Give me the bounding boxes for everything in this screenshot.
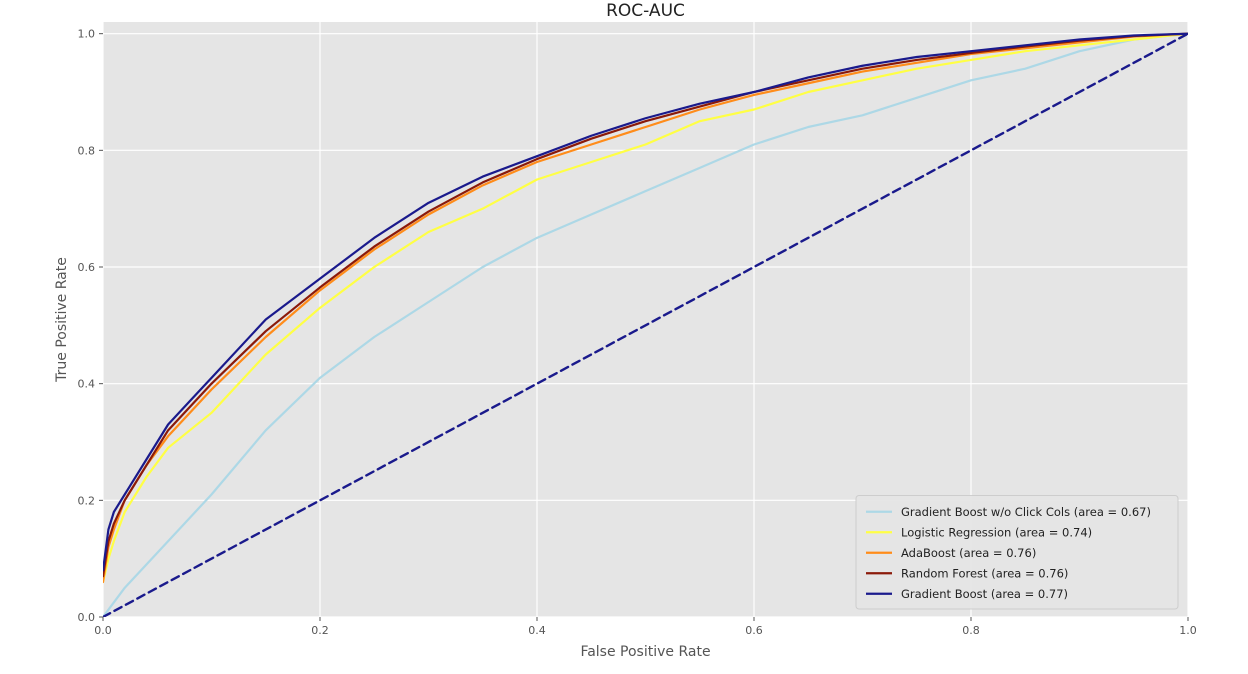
- legend-label-4: Gradient Boost (area = 0.77): [901, 587, 1068, 601]
- series-line-0: [103, 32, 1188, 617]
- legend: Gradient Boost w/o Click Cols (area = 0.…: [855, 495, 1179, 610]
- y-tick-label-2: 0.4: [78, 378, 96, 391]
- x-tick-label-5: 1.0: [1179, 624, 1197, 637]
- y-axis-label: True Positive Rate: [54, 257, 70, 383]
- legend-label-0: Gradient Boost w/o Click Cols (area = 0.…: [901, 505, 1151, 519]
- legend-box: [855, 495, 1179, 610]
- series-line-1: [103, 32, 1188, 584]
- legend-label-2: AdaBoost (area = 0.76): [901, 546, 1036, 560]
- chance-diagonal-line: [103, 32, 1188, 617]
- x-tick-label-2: 0.4: [528, 624, 546, 637]
- x-tick-label-0: 0.0: [94, 624, 112, 637]
- series-group: [103, 32, 1188, 617]
- x-tick-label-3: 0.6: [745, 624, 763, 637]
- x-tick-label-1: 0.2: [311, 624, 329, 637]
- y-tick-label-0: 0.0: [78, 611, 96, 624]
- y-tick-label-4: 0.8: [78, 144, 96, 157]
- series-line-3: [103, 32, 1188, 578]
- legend-label-1: Logistic Regression (area = 0.74): [901, 525, 1092, 539]
- x-tick-label-4: 0.8: [962, 624, 980, 637]
- chart-title: ROC-AUC: [606, 1, 685, 21]
- x-axis-label: False Positive Rate: [580, 644, 710, 660]
- series-line-4: [103, 32, 1188, 572]
- y-tick-label-3: 0.6: [78, 261, 96, 274]
- y-tick-label-5: 1.0: [78, 28, 96, 41]
- legend-label-3: Random Forest (area = 0.76): [901, 566, 1068, 580]
- y-tick-label-1: 0.2: [78, 494, 96, 507]
